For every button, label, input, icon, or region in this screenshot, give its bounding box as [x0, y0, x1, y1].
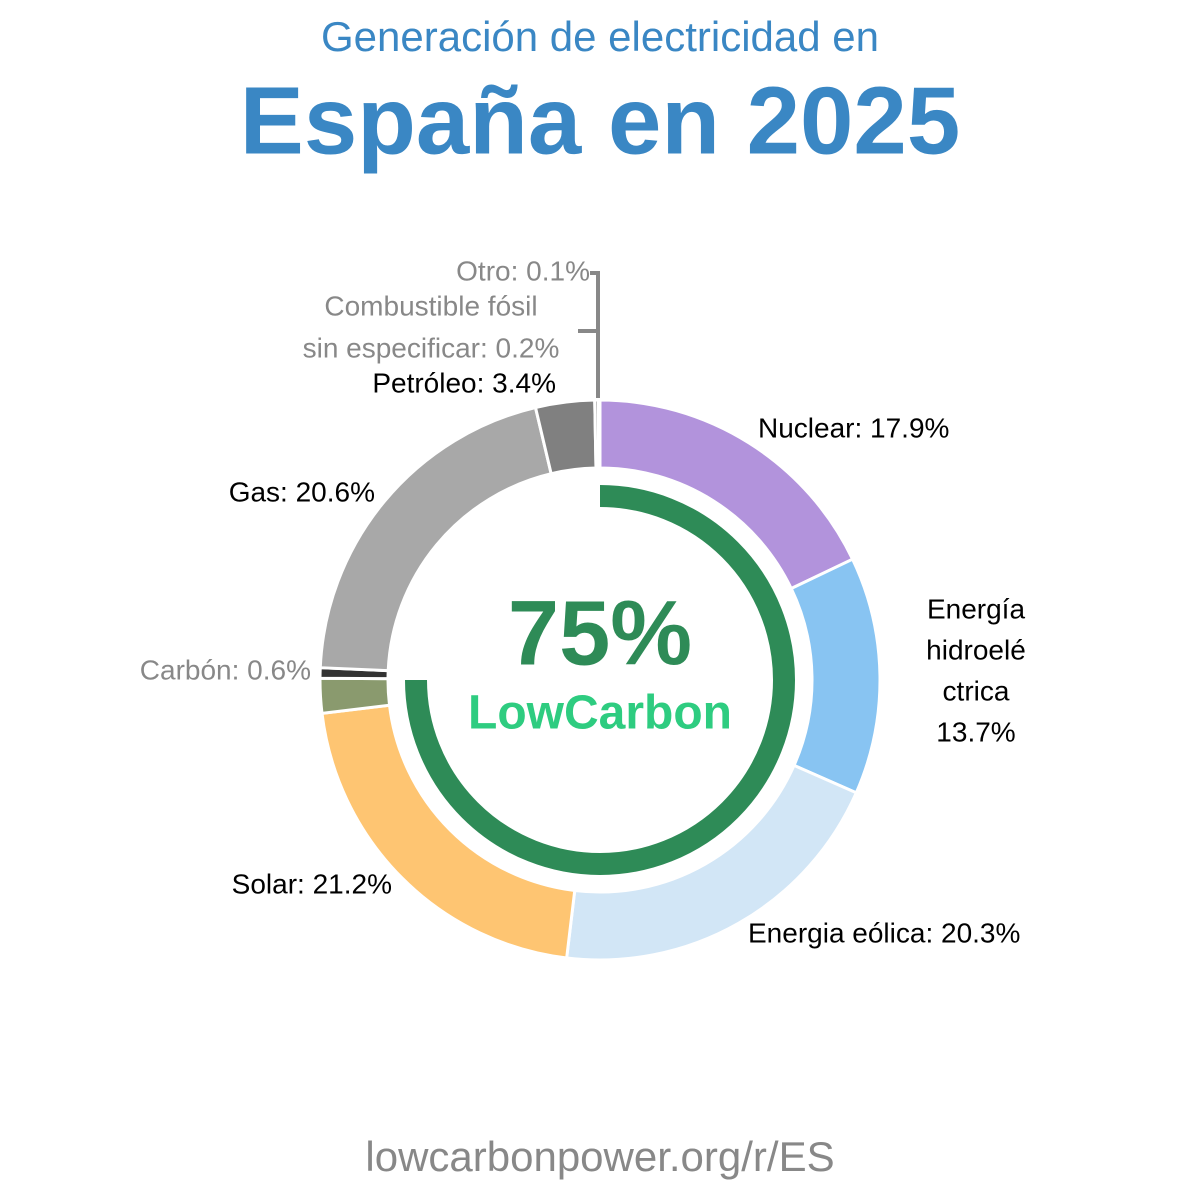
segment-label: Combustible fósil — [324, 290, 537, 321]
segment-label: Nuclear: 17.9% — [758, 412, 949, 443]
segment-label: Carbón: 0.6% — [140, 654, 311, 685]
center-value: 75% — [508, 582, 692, 684]
low-carbon-ring — [405, 485, 795, 875]
chart-title: España en 2025 — [240, 67, 960, 174]
segment-label: ctrica — [943, 675, 1010, 706]
segment-label: 13.7% — [936, 716, 1015, 747]
segment-label: Energía — [927, 593, 1025, 624]
center-text: LowCarbon — [468, 687, 732, 740]
leader-bracket — [578, 271, 600, 398]
segment-label: hidroelé — [926, 634, 1026, 665]
donut-segment — [789, 557, 882, 795]
donut-segment — [596, 398, 602, 470]
segment-label: sin especificar: 0.2% — [303, 332, 560, 363]
chart-subtitle: Generación de electricidad en — [321, 13, 879, 60]
segment-label: Gas: 20.6% — [229, 476, 375, 507]
segment-label: Otro: 0.1% — [456, 255, 590, 286]
footer: lowcarbonpower.org/r/ES — [365, 1133, 834, 1180]
segment-label: Energia eólica: 20.3% — [748, 917, 1020, 948]
segment-label: Solar: 21.2% — [232, 868, 392, 899]
segment-label: Petróleo: 3.4% — [372, 367, 556, 398]
donut-segment — [320, 703, 577, 960]
